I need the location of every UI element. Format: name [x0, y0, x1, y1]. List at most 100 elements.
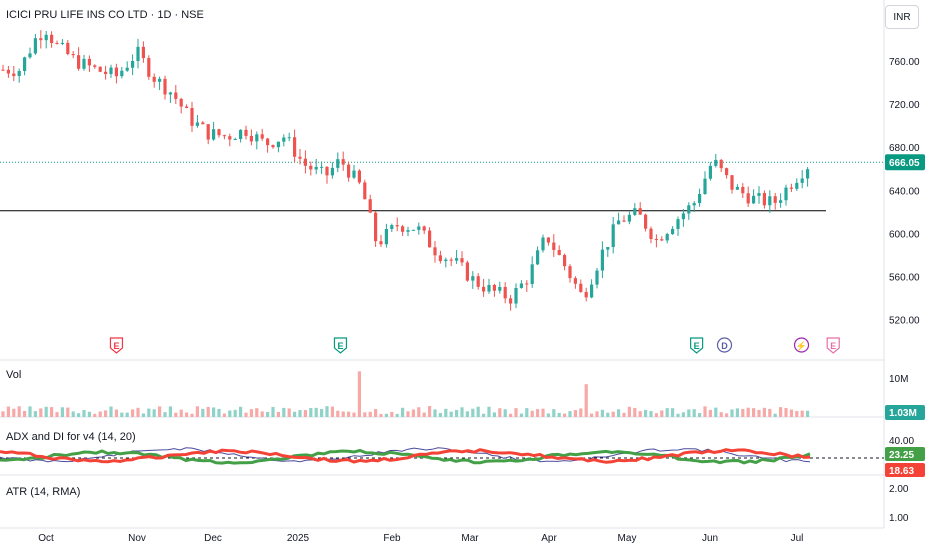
volume-bar	[185, 412, 189, 417]
volume-bar	[384, 413, 388, 417]
volume-bar	[125, 412, 129, 417]
time-tick-label: Jun	[702, 533, 718, 544]
candle-body	[93, 65, 97, 67]
candle-body	[314, 166, 318, 170]
event-marker-label: D	[721, 341, 728, 351]
volume-bar	[136, 407, 140, 417]
volume-bar	[233, 409, 237, 417]
candle-body	[428, 230, 432, 248]
volume-bar	[595, 411, 599, 417]
candle-body	[50, 34, 54, 44]
volume-bar	[82, 409, 86, 417]
volume-bar	[573, 410, 577, 417]
volume-bar	[438, 412, 442, 417]
volume-bar	[557, 412, 561, 417]
candle-body	[671, 228, 675, 235]
volume-bar	[498, 408, 502, 417]
volume-bar	[541, 408, 545, 417]
candle-body	[185, 106, 189, 108]
volume-bar	[217, 408, 221, 417]
adx-label: ADX and DI for v4 (14, 20)	[6, 431, 136, 443]
volume-bar	[293, 411, 297, 417]
event-marker-label: E	[830, 341, 836, 351]
time-axis[interactable]: Oct Nov Dec 2025 Feb Mar Apr May Jun Jul	[38, 533, 803, 544]
candle-body	[23, 57, 27, 72]
volume-bar	[417, 407, 421, 417]
volume-bar	[779, 407, 783, 417]
candle-body	[131, 60, 135, 68]
candle-body	[676, 219, 680, 229]
candle-body	[438, 255, 442, 262]
candle-body	[233, 139, 237, 141]
candle-body	[557, 250, 561, 255]
candle-body	[374, 212, 378, 242]
candle-body	[390, 225, 394, 230]
volume-bar	[465, 411, 469, 417]
candle-body	[617, 220, 621, 225]
event-marker-flag	[333, 337, 348, 354]
price-axis[interactable]: 760.00 720.00 680.00 640.00 600.00 560.00 520.…	[885, 57, 925, 326]
volume-bar	[714, 407, 718, 417]
candle-body	[347, 164, 351, 178]
candle-body	[352, 170, 356, 178]
candle-body	[541, 237, 545, 251]
volume-bar	[482, 413, 486, 417]
volume-bar	[752, 408, 756, 417]
volume-bar	[222, 413, 226, 417]
candle-body	[638, 208, 642, 215]
volume-bar	[131, 409, 135, 417]
volume-bar	[39, 408, 43, 417]
candle-body	[60, 42, 64, 44]
time-tick-label: Apr	[541, 533, 557, 544]
candle-body	[212, 129, 216, 140]
volume-bar	[1, 411, 5, 417]
candle-body	[168, 92, 172, 95]
candle-body	[795, 182, 799, 189]
volume-bar	[401, 407, 405, 417]
volume-bar	[730, 409, 734, 417]
candle-body	[530, 264, 534, 284]
volume-bar	[530, 410, 534, 417]
volume-bar	[525, 408, 529, 417]
volume-bar	[654, 413, 658, 417]
candle-body	[806, 169, 810, 179]
candle-body	[708, 165, 712, 179]
volume-bar	[546, 413, 550, 417]
volume-bar	[600, 409, 604, 417]
candle-body	[665, 234, 669, 241]
di-minus-badge	[885, 463, 925, 477]
candle-body	[222, 135, 226, 137]
candle-body	[600, 249, 604, 271]
candle-body	[487, 284, 491, 292]
adx-pane: ADX and DI for v4 (14, 20) 40.00 23.25 18.6…	[0, 431, 925, 477]
candle-body	[6, 69, 10, 74]
volume-bar	[309, 408, 313, 417]
candle-body	[287, 137, 291, 139]
volume-bar	[579, 408, 583, 417]
candle-body	[633, 208, 637, 215]
volume-bar	[12, 408, 16, 417]
candle-body	[255, 134, 259, 142]
volume-bar	[239, 406, 243, 417]
volume-bar	[509, 413, 513, 417]
volume-bar	[109, 406, 113, 417]
symbol-name[interactable]: ICICI PRU LIFE INS CO LTD	[6, 9, 148, 21]
interval-label[interactable]: 1D	[157, 9, 172, 21]
atr-tick: 2.00	[889, 484, 909, 495]
candle-body	[201, 122, 205, 125]
di-plus-line	[0, 448, 811, 465]
candle-body	[492, 284, 496, 291]
volume-bar	[606, 412, 610, 417]
volume-bar	[638, 411, 642, 417]
currency-button[interactable]: INR	[885, 5, 919, 29]
candle-body	[654, 238, 658, 240]
volume-bar	[6, 406, 10, 417]
volume-bar	[671, 408, 675, 417]
candle-body	[282, 137, 286, 142]
volume-bar	[703, 406, 707, 417]
horizontal-support-line[interactable]	[0, 161, 884, 212]
candle-body	[703, 178, 707, 195]
volume-bar	[147, 408, 151, 417]
volume-bar	[660, 410, 664, 417]
